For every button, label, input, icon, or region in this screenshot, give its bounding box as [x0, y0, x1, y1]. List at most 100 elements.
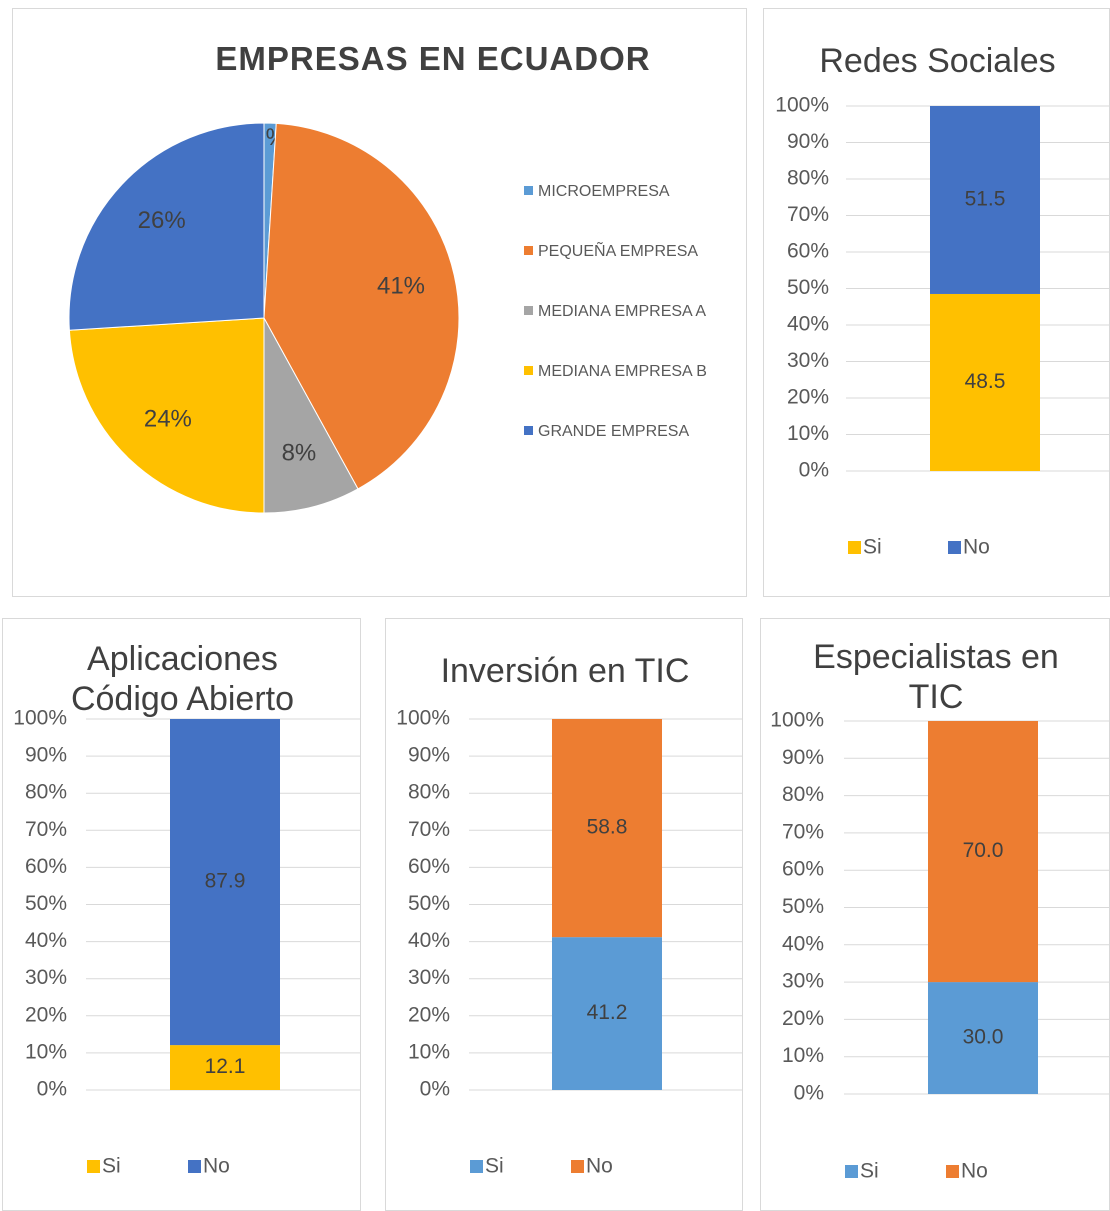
legend-swatch	[946, 1165, 959, 1178]
y-tick-label: 0%	[420, 1078, 450, 1101]
y-tick-label: 10%	[408, 1040, 450, 1063]
y-tick-label: 0%	[794, 1082, 824, 1105]
legend-label: GRANDE EMPRESA	[538, 423, 689, 440]
y-tick-label: 50%	[782, 895, 824, 918]
pie-slice	[68, 317, 265, 514]
legend-label: No	[961, 1160, 988, 1183]
y-tick-label: 60%	[408, 855, 450, 878]
y-tick-label: 40%	[408, 929, 450, 952]
data-label: 58.8	[587, 816, 628, 839]
bar-segment	[552, 937, 662, 1090]
data-label: 70.0	[963, 839, 1004, 862]
y-tick-label: 100%	[396, 707, 450, 730]
y-tick-label: 60%	[782, 858, 824, 881]
bar-segment	[170, 1045, 280, 1090]
data-label: 30.0	[963, 1026, 1004, 1049]
legend-swatch	[524, 186, 533, 195]
data-label: 48.5	[965, 370, 1006, 393]
chart-panel: 0% 10% 20% 30% 40% 50% 60% 70% 80% 90% 100% 48.5 51.…	[763, 8, 1110, 597]
y-tick-label: 30%	[787, 349, 829, 372]
y-tick-label: 20%	[787, 386, 829, 409]
legend-label: Si	[102, 1155, 121, 1178]
bar-segment	[930, 293, 1040, 471]
chart-title: Redes Sociales	[819, 42, 1056, 80]
legend-label: MEDIANA EMPRESA A	[538, 303, 706, 320]
y-tick-label: 80%	[787, 167, 829, 190]
y-tick-label: 100%	[770, 709, 824, 732]
y-tick-label: 50%	[408, 892, 450, 915]
y-tick-label: 30%	[782, 970, 824, 993]
pie-slice	[263, 122, 460, 490]
y-tick-label: 40%	[25, 929, 67, 952]
chart: 0% 10% 20% 30% 40% 50% 60% 70% 80% 90% 100% 41.2 58.…	[396, 707, 742, 1178]
bar-segment	[552, 719, 662, 938]
pie-slice	[68, 122, 265, 331]
data-label: 24%	[144, 406, 192, 433]
legend-label: Si	[485, 1155, 504, 1178]
y-tick-label: 30%	[25, 966, 67, 989]
y-tick-label: 20%	[25, 1003, 67, 1026]
bar-segment	[170, 719, 280, 1046]
y-tick-label: 20%	[408, 1003, 450, 1026]
data-label: 8%	[282, 439, 317, 466]
chart: 0% 10% 20% 30% 40% 50% 60% 70% 80% 90% 100% 30.0 70.…	[770, 709, 1109, 1183]
legend-label: Si	[860, 1160, 879, 1183]
data-label: 41%	[377, 273, 425, 300]
y-tick-label: 100%	[13, 707, 67, 730]
legend-label: No	[586, 1155, 613, 1178]
legend-swatch	[948, 541, 961, 554]
y-tick-label: 10%	[25, 1040, 67, 1063]
y-tick-label: 40%	[782, 932, 824, 955]
data-label: 26%	[138, 207, 186, 234]
y-tick-label: 100%	[775, 94, 829, 117]
legend-label: No	[203, 1155, 230, 1178]
legend-label: No	[963, 536, 990, 559]
y-tick-label: 20%	[782, 1007, 824, 1030]
chart-panel: 0% 10% 20% 30% 40% 50% 60% 70% 80% 90% 100% 12.1 87.…	[2, 618, 361, 1211]
legend-label: MEDIANA EMPRESA B	[538, 363, 707, 380]
data-label: 51.5	[965, 188, 1006, 211]
y-tick-label: 70%	[782, 820, 824, 843]
y-tick-label: 90%	[408, 744, 450, 767]
y-tick-label: 0%	[799, 459, 829, 482]
chart-panel: 0% 10% 20% 30% 40% 50% 60% 70% 80% 90% 100% 30.0 70.…	[760, 618, 1110, 1211]
y-tick-label: 80%	[408, 781, 450, 804]
legend-swatch	[470, 1160, 483, 1173]
legend-swatch	[87, 1160, 100, 1173]
y-tick-label: 70%	[408, 818, 450, 841]
y-tick-label: 70%	[25, 818, 67, 841]
y-tick-label: 70%	[787, 203, 829, 226]
chart-title: Inversión en TIC	[440, 652, 690, 690]
chart: 0% 10% 20% 30% 40% 50% 60% 70% 80% 90% 100% 12.1 87.…	[13, 707, 360, 1178]
y-tick-label: 90%	[787, 130, 829, 153]
bar-segment	[928, 982, 1038, 1094]
legend-swatch	[524, 366, 533, 375]
y-tick-label: 30%	[408, 966, 450, 989]
chart-title: Aplicaciones Código Abierto	[70, 640, 295, 718]
legend-label: MICROEMPRESA	[538, 183, 670, 200]
legend-swatch	[524, 306, 533, 315]
legend-swatch	[524, 426, 533, 435]
chart: 0% 10% 20% 30% 40% 50% 60% 70% 80% 90% 100% 48.5 51.…	[775, 94, 1109, 559]
y-tick-label: 0%	[37, 1078, 67, 1101]
y-tick-label: 60%	[25, 855, 67, 878]
data-label: 12.1	[205, 1055, 246, 1078]
y-tick-label: 50%	[787, 276, 829, 299]
bar-segment	[930, 106, 1040, 294]
legend-swatch	[571, 1160, 584, 1173]
pie-slice	[263, 317, 359, 514]
y-tick-label: 90%	[25, 744, 67, 767]
data-label: 41.2	[587, 1001, 628, 1024]
legend-swatch	[188, 1160, 201, 1173]
y-tick-label: 60%	[787, 240, 829, 263]
chart-panel: 0% 10% 20% 30% 40% 50% 60% 70% 80% 90% 100% 41.2 58.…	[385, 618, 743, 1211]
legend-label: PEQUEÑA EMPRESA	[538, 240, 698, 260]
y-tick-label: 40%	[787, 313, 829, 336]
y-tick-label: 80%	[782, 783, 824, 806]
legend-swatch	[845, 1165, 858, 1178]
chart-panel: 1% 41% 8% 24% 26% MICROEMPRESA PEQUEÑA EMPRESA…	[12, 8, 747, 597]
y-tick-label: 10%	[787, 422, 829, 445]
y-tick-label: 80%	[25, 781, 67, 804]
chart-title: Especialistas en TIC	[813, 638, 1059, 716]
